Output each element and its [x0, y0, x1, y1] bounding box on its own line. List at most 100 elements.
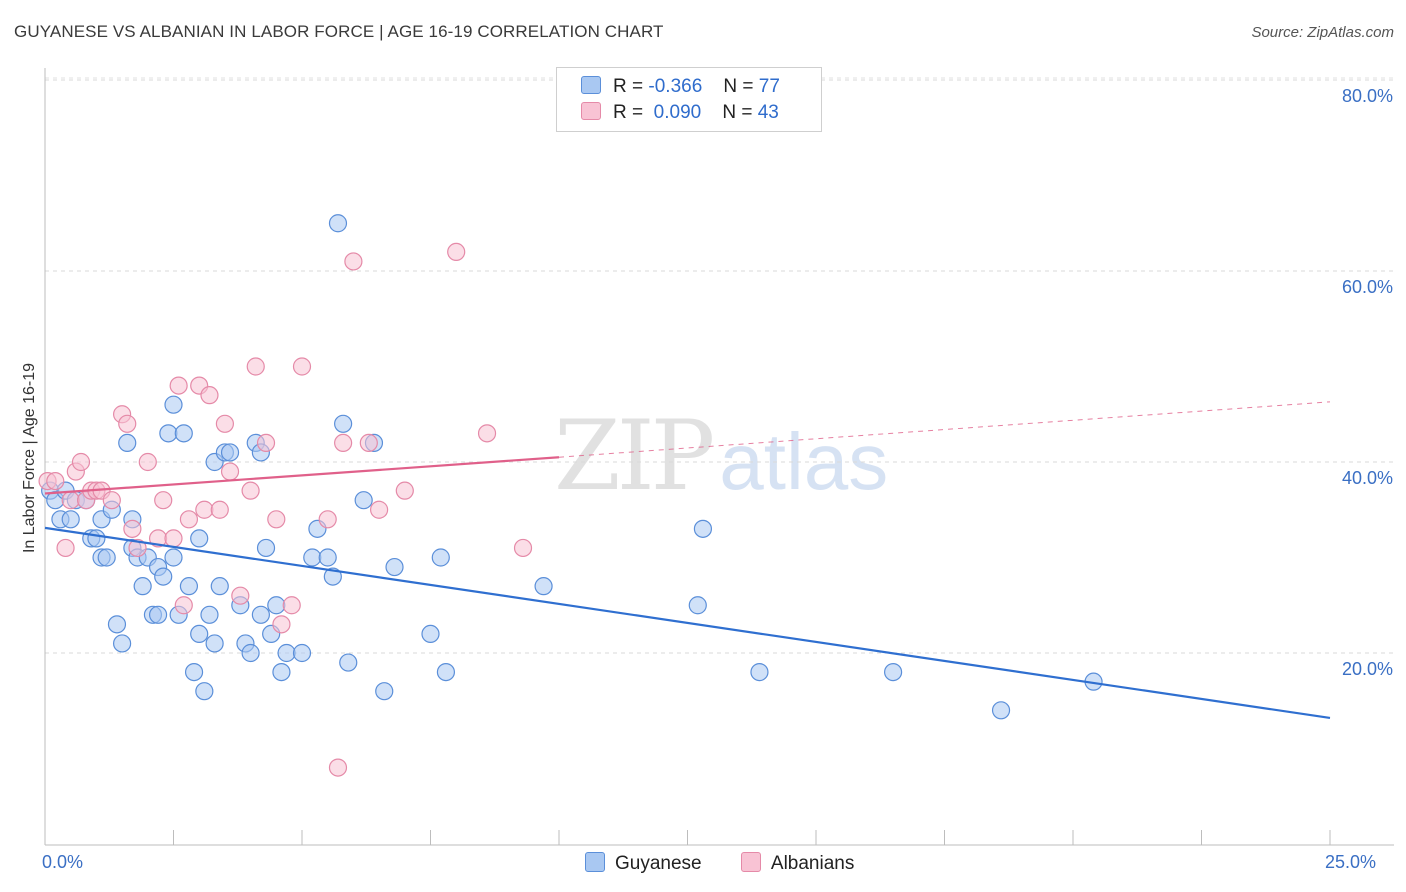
legend-n-label: N = [723, 76, 754, 97]
y-tick-20: 20.0% [1341, 659, 1393, 679]
albanians-point [334, 433, 353, 452]
series-legend: Guyanese Albanians [585, 852, 888, 875]
legend-label-guyanese: Guyanese [615, 853, 702, 874]
guyanese-point [750, 662, 769, 682]
albanians-point [169, 376, 188, 395]
albanians-point [220, 462, 240, 481]
albanians-point [395, 481, 414, 500]
legend-r-value: 0.090 [653, 102, 702, 123]
albanians-point [272, 615, 291, 634]
albanians-point [359, 433, 378, 452]
albanians-point [128, 538, 147, 558]
guyanese-point [431, 548, 450, 567]
albanians-point [210, 500, 229, 519]
albanians-point [102, 491, 121, 510]
guyanese-point [87, 529, 106, 548]
x-tick-min: 0.0% [42, 852, 84, 872]
guyanese-point [375, 682, 394, 701]
guyanese-point [534, 577, 553, 596]
guyanese-point [148, 605, 168, 624]
albanians-point [267, 510, 286, 529]
y-tick-80: 80.0% [1341, 86, 1393, 106]
albanians-point [318, 510, 337, 529]
albanians-point [61, 491, 80, 510]
albanians-point [118, 414, 137, 433]
albanians-point [370, 500, 389, 519]
guyanese-point [323, 567, 342, 586]
guyanese-point [328, 214, 348, 233]
guyanese-point [303, 548, 322, 567]
guyanese-point [200, 605, 219, 624]
albanians-point [56, 538, 75, 558]
guyanese-swatch-icon [581, 76, 601, 94]
legend-label-albanians: Albanians [770, 853, 855, 874]
albanians-point [256, 433, 276, 452]
guyanese-point [107, 615, 127, 634]
albanians-point [174, 596, 193, 615]
guyanese-point [385, 557, 404, 577]
albanians-point [241, 481, 260, 500]
guyanese-marker-icon [585, 852, 605, 872]
y-tick-40: 40.0% [1341, 468, 1393, 488]
albanians-point [71, 452, 91, 472]
legend-n-value: 43 [757, 102, 779, 123]
guyanese-point [277, 643, 296, 663]
guyanese-point [693, 519, 713, 538]
guyanese-point [164, 395, 183, 414]
albanians-point [246, 357, 265, 376]
legend-r-value: -0.366 [648, 76, 703, 97]
guyanese-point [334, 414, 353, 433]
albanians-point [195, 500, 214, 519]
guyanese-point [190, 529, 209, 548]
albanians-point [231, 586, 250, 605]
albanians-point [477, 424, 497, 443]
guyanese-point [354, 491, 373, 510]
legend-r-label: R = [613, 102, 644, 123]
albanians-point [282, 596, 301, 615]
guyanese-point [195, 682, 214, 701]
albanians-point [215, 414, 234, 433]
legend-n-label: N = [722, 102, 753, 123]
guyanese-point [118, 433, 137, 452]
albanians-swatch-icon [581, 102, 601, 120]
legend-row-guyanese: R = -0.366 N = 77 [581, 76, 780, 98]
guyanese-point [159, 424, 178, 443]
albanians-marker-icon [740, 852, 761, 872]
albanians-point [164, 529, 183, 548]
albanians-point [513, 538, 533, 558]
legend-n-value: 77 [758, 76, 780, 97]
legend-item-albanians[interactable]: Albanians [740, 852, 855, 875]
albanians-point [447, 242, 466, 261]
guyanese-point [190, 624, 209, 644]
legend-item-guyanese[interactable]: Guyanese [585, 852, 702, 875]
guyanese-point [154, 567, 173, 586]
guyanese-point [61, 510, 80, 529]
guyanese-point [241, 643, 260, 663]
guyanese-point [267, 596, 286, 615]
guyanese-point [112, 634, 132, 653]
guyanese-point [210, 577, 229, 596]
guyanese-point [251, 605, 270, 624]
guyanese-trendline [44, 526, 1331, 720]
albanians-point [138, 452, 157, 472]
albanians-point [328, 758, 348, 777]
albanians-trendline [44, 456, 560, 495]
albanians-point [154, 491, 173, 510]
correlation-legend: R = -0.366 N = 77 R = 0.090 N = 43 [556, 67, 822, 132]
guyanese-point [220, 443, 240, 462]
chart-title: GUYANESE VS ALBANIAN IN LABOR FORCE | AG… [14, 22, 664, 41]
guyanese-point [436, 662, 456, 682]
guyanese-point [688, 596, 707, 615]
watermark-atlas: atlas [719, 417, 889, 506]
albanians-point [200, 386, 219, 405]
albanians-trendline-extension [558, 401, 1331, 458]
legend-r-label: R = [613, 76, 644, 97]
guyanese-point [318, 548, 337, 567]
guyanese-point [339, 653, 358, 672]
guyanese-point [184, 662, 204, 682]
guyanese-point [991, 701, 1011, 720]
guyanese-point [205, 634, 224, 653]
guyanese-point [272, 662, 291, 682]
guyanese-point [164, 548, 183, 567]
